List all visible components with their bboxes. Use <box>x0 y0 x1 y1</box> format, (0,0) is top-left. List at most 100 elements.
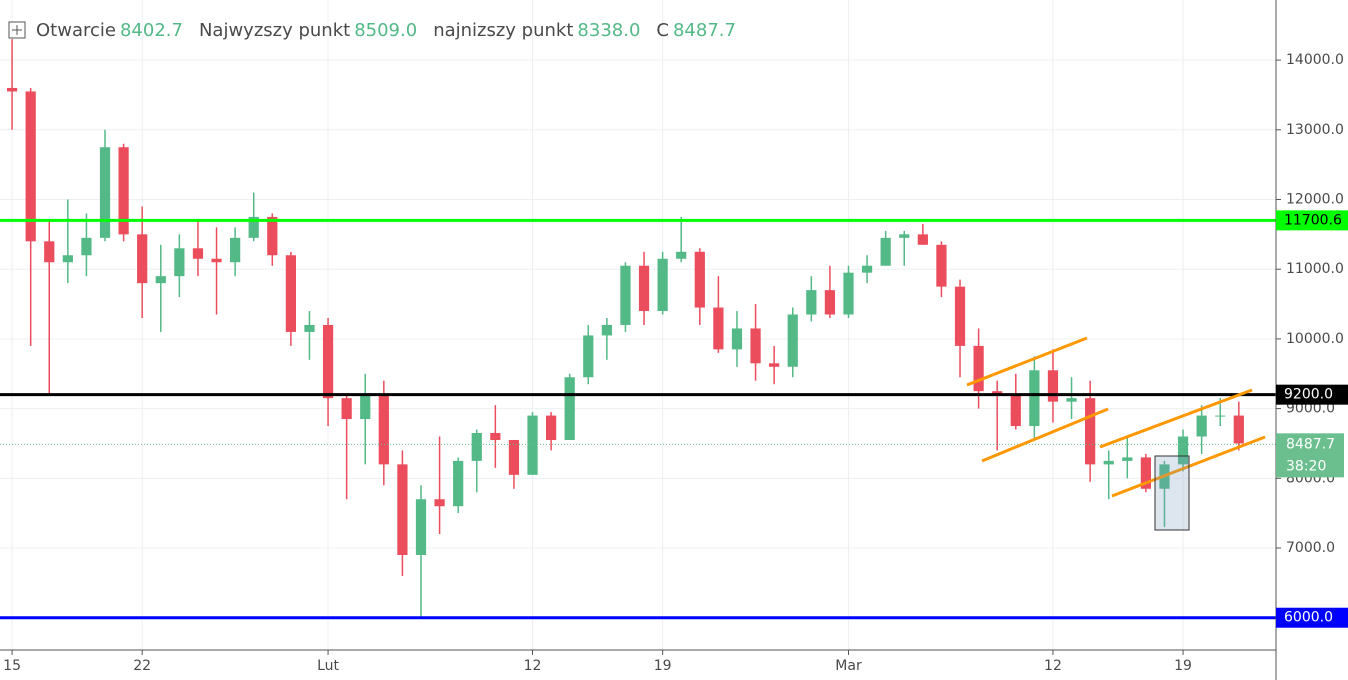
legend-label: C <box>656 20 669 41</box>
candle-body <box>861 265 873 273</box>
candle-body <box>806 290 817 315</box>
candle-body <box>490 433 501 440</box>
candle-body <box>341 398 352 420</box>
price-label-box <box>1276 607 1348 628</box>
candle-body <box>992 391 1003 395</box>
plot-area <box>0 39 1276 620</box>
candle-body <box>1196 415 1207 437</box>
candle-body <box>824 290 836 315</box>
candle-body <box>843 272 854 315</box>
y-tick-label: 13000.0 <box>1286 122 1344 138</box>
x-tick-label: 12 <box>524 658 542 674</box>
candle-body <box>1066 398 1077 402</box>
candle-body <box>527 415 538 475</box>
candle-body <box>954 286 966 346</box>
candle-body <box>453 460 464 507</box>
candle-body <box>1029 370 1040 427</box>
candle-body <box>936 244 947 287</box>
candle-body <box>1140 457 1152 489</box>
candle-body <box>620 265 631 325</box>
candle-body <box>1085 398 1096 465</box>
candle-body <box>657 258 668 312</box>
candle-body <box>137 234 148 284</box>
last-price-box <box>1276 433 1344 478</box>
header: Otwarcie 8402.7 Najwyzszy punkt 8509.0 najni… <box>8 20 736 41</box>
candle-body <box>304 324 315 332</box>
candle-body <box>638 265 650 312</box>
drawings <box>966 336 1266 531</box>
legend-label: Najwyzszy punkt <box>199 20 350 41</box>
x-tick-label: 19 <box>654 658 672 674</box>
trend-line <box>1099 388 1253 449</box>
candle-body <box>378 394 389 465</box>
trend-line <box>981 407 1109 463</box>
x-tick-label: Lut <box>317 658 339 674</box>
candle-body <box>415 499 427 555</box>
candle-body <box>545 415 557 440</box>
x-tick-label: 19 <box>1174 658 1192 674</box>
candle-body <box>434 499 445 507</box>
candle-body <box>564 377 575 440</box>
price-label-box <box>1276 210 1348 231</box>
legend-label: Otwarcie <box>36 20 116 41</box>
candle-body <box>285 255 296 332</box>
candle-body <box>248 216 259 238</box>
candle-body <box>1233 415 1244 444</box>
price-label: 9200.0 <box>1284 387 1333 403</box>
candle-body <box>322 324 334 399</box>
candle-body <box>118 147 129 235</box>
axes: 7000.08000.09000.010000.011000.012000.01… <box>3 52 1348 674</box>
candle-body <box>397 464 408 555</box>
candle-body <box>267 216 278 256</box>
y-tick-label: 10000.0 <box>1286 331 1344 347</box>
price-label: 6000.0 <box>1284 610 1333 626</box>
x-tick-label: 12 <box>1044 658 1062 674</box>
candle-body <box>211 258 222 263</box>
candle-body <box>1122 457 1133 461</box>
candle-body <box>676 251 687 259</box>
legend-value: 8509.0 <box>354 20 417 41</box>
countdown-label: 38:20 <box>1286 458 1326 474</box>
y-tick-label: 14000.0 <box>1286 52 1344 68</box>
candle-body <box>1215 415 1226 417</box>
candle-body <box>899 234 910 238</box>
legend-value: 8402.7 <box>120 20 183 41</box>
candle-body <box>230 237 241 263</box>
price-label-box <box>1276 384 1348 405</box>
candle-body <box>750 328 761 364</box>
candle-body <box>713 307 724 350</box>
candle-body <box>583 335 594 378</box>
candle-body <box>99 147 111 238</box>
legend-value: 8338.0 <box>577 20 640 41</box>
legend-value: 8487.7 <box>673 20 736 41</box>
candle-body <box>155 276 166 284</box>
candle-body <box>1103 460 1114 465</box>
grid <box>0 0 1276 650</box>
candle-body <box>471 433 482 461</box>
y-tick-label: 11000.0 <box>1286 261 1344 277</box>
candle-body <box>1010 394 1021 427</box>
x-tick-label: 15 <box>3 658 21 674</box>
highlight-box <box>1154 455 1190 531</box>
trend-line <box>966 336 1088 387</box>
candle-body <box>508 439 520 475</box>
candle-body <box>880 237 891 266</box>
x-tick-label: Mar <box>835 658 862 674</box>
candle-body <box>917 234 928 245</box>
y-tick-label: 12000.0 <box>1286 191 1344 207</box>
candle-body <box>769 363 780 367</box>
candle-body <box>44 241 55 263</box>
legend-label: najnizszy punkt <box>433 20 573 41</box>
candle-body <box>192 248 204 259</box>
candle-body <box>731 328 743 350</box>
candle-body <box>1177 436 1189 465</box>
menu-icon[interactable] <box>8 21 26 39</box>
candle-body <box>174 248 185 277</box>
candle-body <box>1047 370 1059 402</box>
candle-body <box>694 251 705 308</box>
last-price-label: 8487.7 <box>1286 436 1335 452</box>
candle-body <box>81 237 92 256</box>
candle-body <box>25 91 36 242</box>
candle-body <box>787 314 798 367</box>
